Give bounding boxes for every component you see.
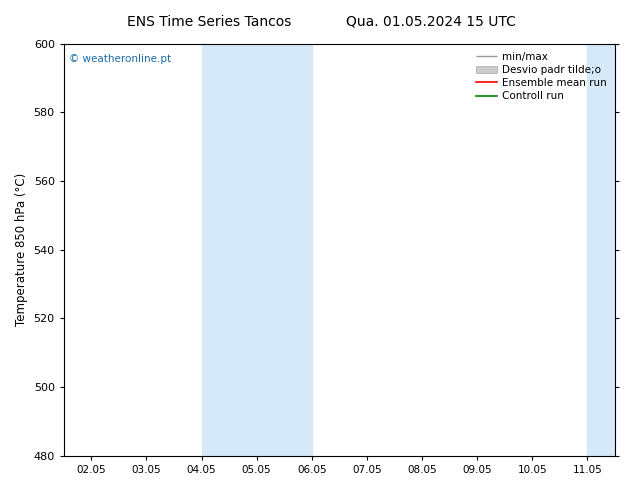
Text: ENS Time Series Tancos: ENS Time Series Tancos (127, 15, 292, 29)
Text: Qua. 01.05.2024 15 UTC: Qua. 01.05.2024 15 UTC (346, 15, 516, 29)
Legend: min/max, Desvio padr tilde;o, Ensemble mean run, Controll run: min/max, Desvio padr tilde;o, Ensemble m… (472, 49, 610, 104)
Bar (587, 44, 634, 456)
Bar (202, 44, 312, 456)
Y-axis label: Temperature 850 hPa (°C): Temperature 850 hPa (°C) (15, 173, 28, 326)
Text: © weatheronline.pt: © weatheronline.pt (69, 54, 171, 64)
